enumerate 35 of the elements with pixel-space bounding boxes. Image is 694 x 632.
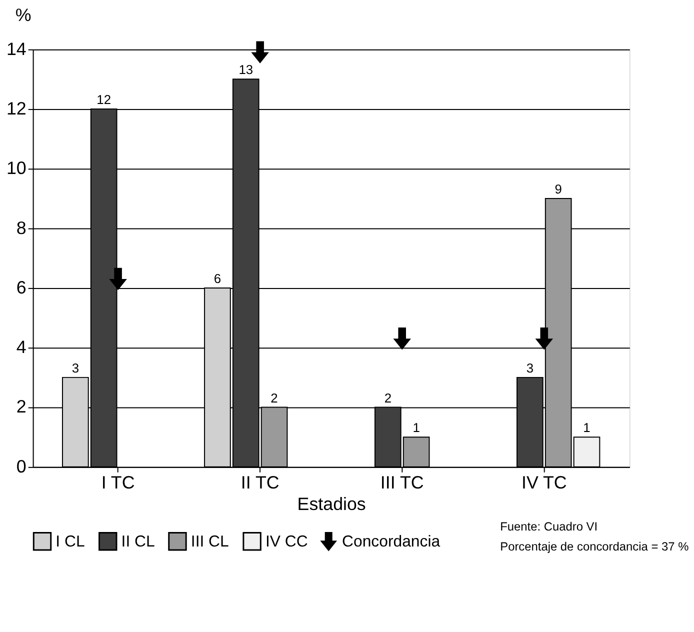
legend-label: II CL: [121, 533, 156, 550]
source-note: Fuente: Cuadro VI: [500, 520, 598, 534]
y-tick-label: 14: [6, 38, 26, 59]
legend-label: Concordancia: [342, 533, 440, 550]
data-label: 6: [214, 270, 222, 286]
y-tick-label: 0: [16, 456, 26, 476]
x-tick-label: I TC: [101, 472, 135, 492]
data-label: 2: [270, 390, 278, 406]
text: Porcentaje de concordancia = 37 %: [500, 539, 690, 554]
y-tick-label: 8: [16, 218, 26, 238]
y-axis-title: %: [15, 4, 32, 25]
legend-label: III CL: [190, 533, 230, 550]
y-tick-label: 12: [6, 98, 26, 118]
point: [393, 328, 412, 350]
data-label: 2: [384, 390, 392, 406]
y-tick-label: 6: [16, 277, 26, 298]
y-tick-label: 2: [16, 396, 26, 417]
x-tick-label: II TC: [240, 472, 280, 492]
data-label: 3: [72, 360, 80, 376]
x-axis-title: Estadios: [297, 494, 366, 514]
data-label: 13: [238, 62, 254, 78]
data-label: 1: [412, 420, 420, 436]
legend-label: I CL: [56, 533, 85, 550]
data-label: 12: [96, 92, 112, 108]
point: [109, 268, 127, 290]
y-tick-label: 4: [16, 337, 26, 358]
point: [251, 41, 269, 64]
y-tick-label: 10: [6, 158, 26, 178]
legend-label: IV CC: [265, 533, 308, 550]
data-label: 1: [583, 420, 590, 436]
data-label: 9: [554, 182, 562, 196]
point: [535, 328, 554, 350]
x-tick-label: III TC: [380, 472, 424, 492]
x-tick-label: IV TC: [521, 472, 567, 492]
data-label: 3: [526, 360, 534, 376]
